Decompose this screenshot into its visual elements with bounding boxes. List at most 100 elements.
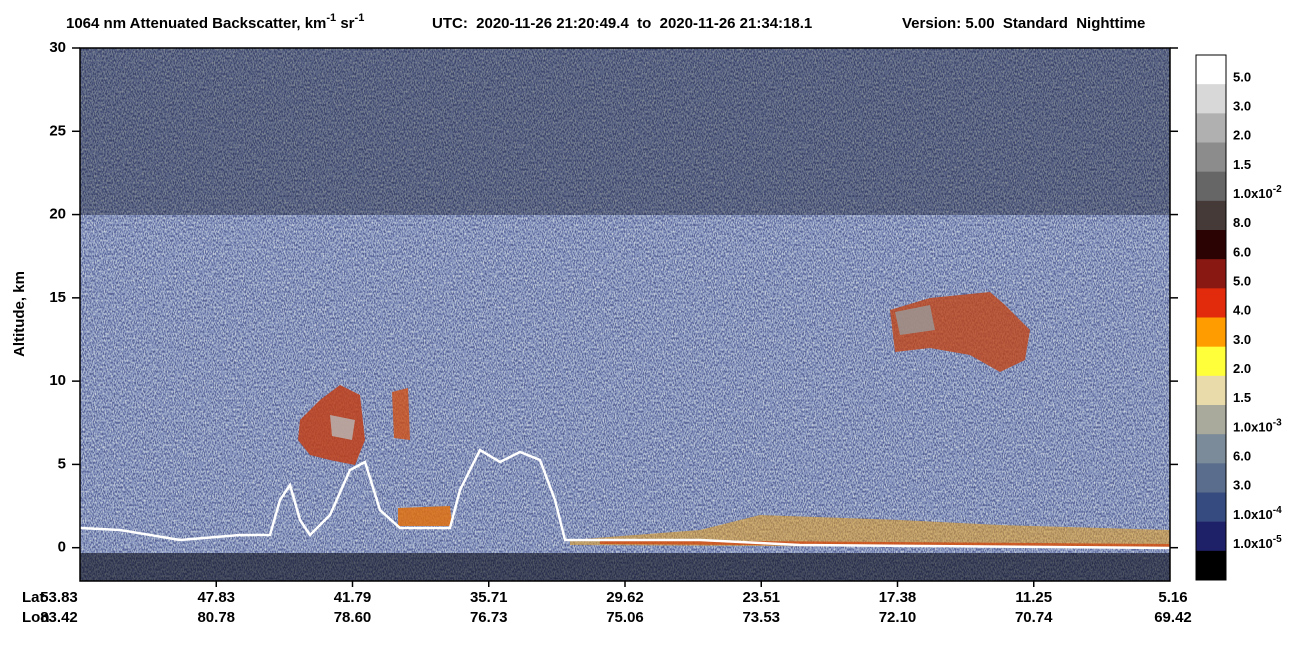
colorbar-cell [1196, 492, 1226, 523]
colorbar-label-text: 1.0x10 [1233, 186, 1273, 201]
colorbar-label: 5.0 [1233, 274, 1251, 289]
colorbar-label-text: 5.0 [1233, 274, 1251, 289]
x-tick-label: 73.53 [742, 609, 780, 626]
colorbar-label-text: 2.0 [1233, 361, 1251, 376]
colorbar-label: 6.0 [1233, 245, 1251, 260]
colorbar-label: 1.5 [1233, 157, 1251, 172]
x-tick-label: 80.78 [197, 609, 235, 626]
title-text: 1064 nm Attenuated Backscatter, km [66, 15, 326, 32]
y-tick-label: 25 [49, 122, 66, 139]
colorbar-label: 1.0x10-4 [1233, 504, 1282, 522]
colorbar-label: 6.0 [1233, 449, 1251, 464]
colorbar-label: 4.0 [1233, 303, 1251, 318]
colorbar-cell [1196, 142, 1226, 173]
colorbar-cell [1196, 434, 1226, 464]
colorbar-cell [1196, 463, 1226, 493]
colorbar-label: 8.0 [1233, 216, 1251, 231]
colorbar-cell [1196, 55, 1226, 85]
x-tick-label: 29.62 [606, 589, 644, 606]
cloud [398, 506, 452, 526]
colorbar-label-text: 1.0x10 [1233, 536, 1273, 551]
colorbar-label-text: 1.5 [1233, 157, 1251, 172]
colorbar-label: 1.0x10-3 [1233, 417, 1282, 435]
colorbar-label-text: 3.0 [1233, 99, 1251, 114]
x-tick-label: 47.83 [197, 589, 235, 606]
x-tick-label: 69.42 [1154, 609, 1192, 626]
y-tick-label: 20 [49, 206, 66, 223]
y-axis-label: Altitude, km [11, 271, 28, 357]
colorbar-label-text: 1.0x10 [1233, 507, 1273, 522]
x-tick-label: 23.51 [742, 589, 780, 606]
x-tick-label: 78.60 [334, 609, 372, 626]
colorbar-label-exponent: -3 [1273, 417, 1282, 428]
chart-title: 1064 nm Attenuated Backscatter, km-1 sr-… [66, 12, 364, 32]
colorbar-label-text: 3.0 [1233, 332, 1251, 347]
colorbar-cell [1196, 317, 1226, 348]
colorbar-label-text: 6.0 [1233, 245, 1251, 260]
colorbar-cell [1196, 84, 1226, 114]
x-tick-label: 76.73 [470, 609, 508, 626]
title-superscript: -1 [326, 12, 336, 24]
colorbar-cell [1196, 375, 1226, 406]
utc-range: UTC: 2020-11-26 21:20:49.4 to 2020-11-26… [432, 15, 812, 32]
y-tick-label: 15 [49, 289, 66, 306]
y-tick-label: 30 [49, 39, 66, 56]
colorbar-label-text: 4.0 [1233, 303, 1251, 318]
colorbar-label: 1.0x10-2 [1233, 184, 1282, 202]
aerosol-layer [599, 540, 1170, 548]
colorbar-label-exponent: -2 [1273, 184, 1282, 195]
colorbar-label: 2.0 [1233, 361, 1251, 376]
x-tick-label: 41.79 [334, 589, 372, 606]
version: Version: 5.00 Standard Nighttime [902, 15, 1145, 32]
x-tick-label: 75.06 [606, 609, 644, 626]
colorbar-label: 2.0 [1233, 128, 1251, 143]
colorbar-cell [1196, 113, 1226, 143]
x-tick-label: 53.83 [40, 589, 78, 606]
colorbar-label-text: 1.0x10 [1233, 420, 1273, 435]
x-row-name: Lon [22, 609, 50, 626]
colorbar-label-text: 1.5 [1233, 391, 1251, 406]
surface-return [80, 448, 1170, 550]
colorbar-cell [1196, 200, 1226, 231]
colorbar-label-text: 5.0 [1233, 70, 1251, 85]
colorbar-label-text: 3.0 [1233, 478, 1251, 493]
colorbar-cell [1196, 171, 1226, 202]
x-tick-label: 17.38 [879, 589, 917, 606]
colorbar-cell [1196, 405, 1226, 435]
x-tick-label: 70.74 [1015, 609, 1053, 626]
plot-area [80, 48, 1170, 581]
colorbar-cell [1196, 259, 1226, 289]
cloud [330, 415, 355, 440]
x-tick-label: 35.71 [470, 589, 508, 606]
y-tick-label: 5 [58, 455, 66, 472]
title-text: sr [336, 15, 355, 32]
colorbar-label: 3.0 [1233, 478, 1251, 493]
colorbar-cell [1196, 550, 1226, 581]
colorbar-label: 1.5 [1233, 391, 1251, 406]
colorbar-label-text: 6.0 [1233, 449, 1251, 464]
colorbar-label: 5.0 [1233, 70, 1251, 85]
subsurface [80, 553, 1170, 581]
colorbar-cell [1196, 346, 1226, 377]
y-tick-label: 10 [49, 372, 66, 389]
title-superscript: -1 [355, 12, 365, 24]
y-tick-label: 0 [58, 539, 66, 556]
cloud [895, 305, 935, 335]
colorbar-cell [1196, 288, 1226, 318]
colorbar-label-exponent: -4 [1273, 504, 1282, 515]
cloud [392, 388, 410, 440]
colorbar-label-text: 8.0 [1233, 216, 1251, 231]
colorbar-label: 3.0 [1233, 332, 1251, 347]
x-tick-label: 5.16 [1158, 589, 1187, 606]
colorbar-label: 3.0 [1233, 99, 1251, 114]
x-tick-label: 72.10 [879, 609, 917, 626]
x-row-name: Lat [22, 589, 45, 606]
colorbar-label: 1.0x10-5 [1233, 534, 1282, 552]
colorbar-frame [1195, 54, 1227, 581]
upper-shade [80, 48, 1170, 215]
colorbar-label-text: 2.0 [1233, 128, 1251, 143]
colorbar-cell [1196, 521, 1226, 552]
x-tick-label: 11.25 [1015, 589, 1052, 606]
colorbar-cell [1196, 230, 1226, 260]
